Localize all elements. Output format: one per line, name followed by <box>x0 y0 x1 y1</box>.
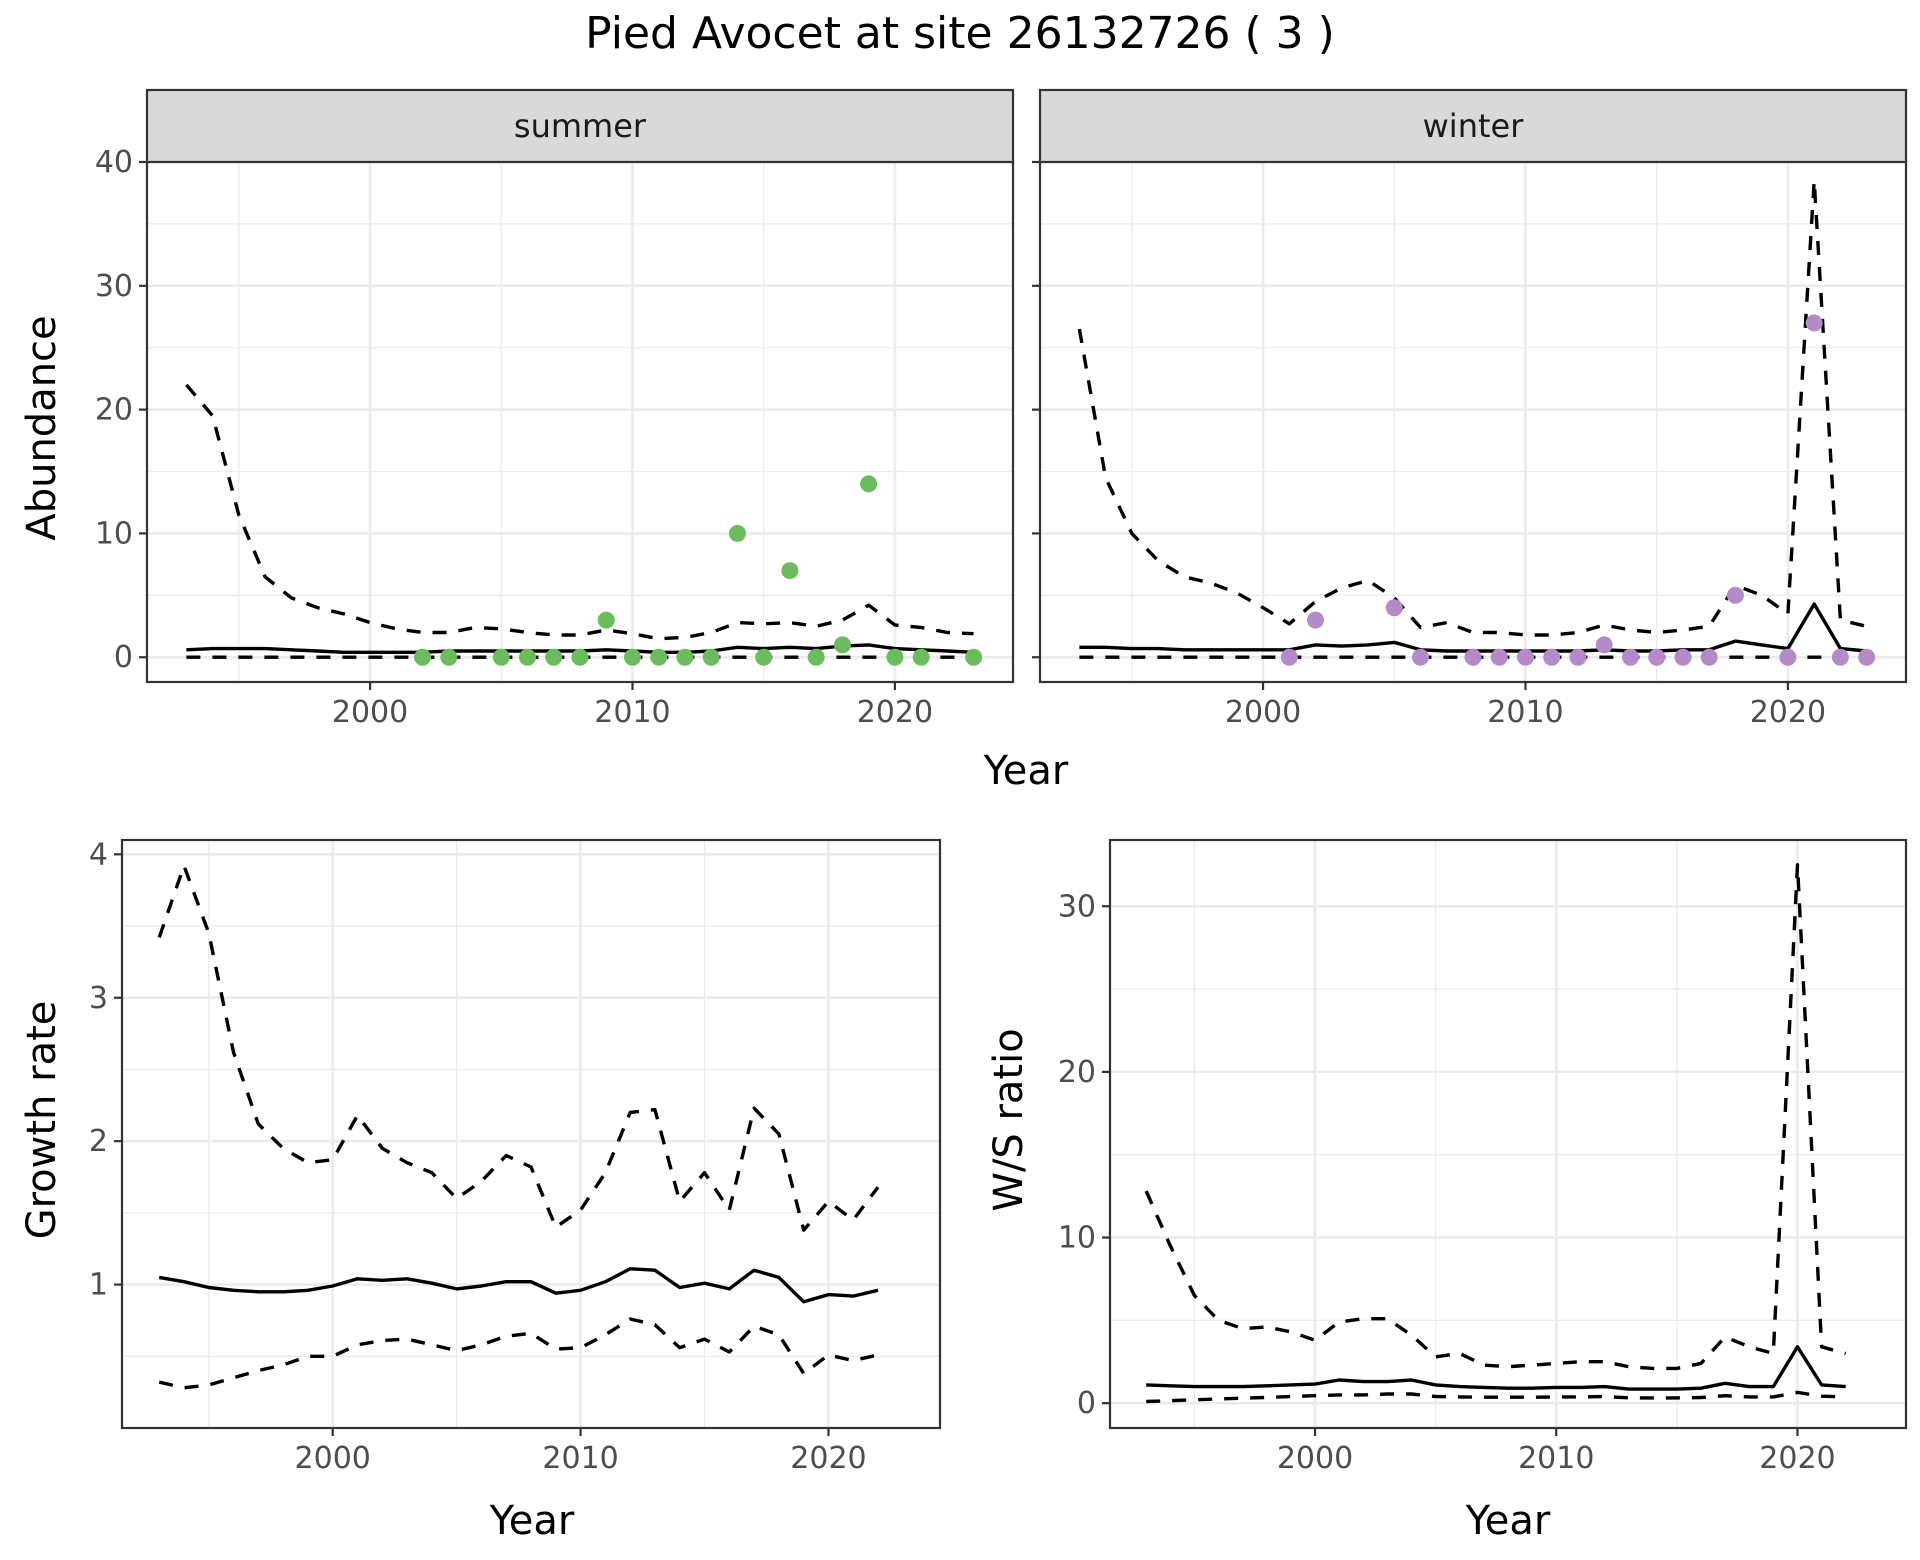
y-tick-label: 2 <box>89 1124 108 1159</box>
data-point <box>833 636 851 654</box>
x-tick-label: 2000 <box>1277 1441 1353 1476</box>
y-tick-label: 4 <box>89 837 108 872</box>
x-tick-label: 2010 <box>1518 1441 1594 1476</box>
panel-border <box>1108 838 1908 1430</box>
data-point <box>1700 648 1718 666</box>
panel-ws-ratio: 0 10 20 30 2000 2010 2020 <box>1058 838 1908 1476</box>
y-tick-label: 0 <box>114 640 133 675</box>
series-line-lower <box>1146 1390 1846 1404</box>
x-tick-label: 2020 <box>790 1441 866 1476</box>
series-line-upper <box>185 383 974 641</box>
data-point <box>1726 586 1744 604</box>
data-point <box>1280 648 1298 666</box>
data-point <box>1307 611 1325 629</box>
data-point <box>1569 648 1587 666</box>
data-point <box>1648 648 1666 666</box>
data-point <box>1464 648 1482 666</box>
data-point <box>440 648 458 666</box>
data-point <box>1490 648 1508 666</box>
data-point <box>623 648 641 666</box>
y-axis-title-abundance: Abundance <box>19 315 65 540</box>
data-point <box>1779 648 1797 666</box>
y-tick-label: 20 <box>1058 1055 1096 1090</box>
y-axis-title-growth: Growth rate <box>19 1001 65 1240</box>
series-line-mean <box>1146 1345 1846 1391</box>
x-tick-label: 2010 <box>1487 695 1563 730</box>
series-line-mean <box>158 1267 879 1304</box>
y-tick-label: 20 <box>95 393 133 428</box>
x-axis-title-ratio: Year <box>1465 1498 1551 1544</box>
data-point <box>676 648 694 666</box>
y-tick-label: 3 <box>89 981 108 1016</box>
x-tick-label: 2020 <box>1750 695 1826 730</box>
x-tick-label: 2000 <box>1225 695 1301 730</box>
data-point <box>1831 648 1849 666</box>
x-tick-label: 2010 <box>542 1441 618 1476</box>
panel-border <box>120 838 942 1430</box>
panel-border <box>1038 160 1908 684</box>
x-tick-label: 2000 <box>295 1441 371 1476</box>
x-tick-label: 2010 <box>594 695 670 730</box>
data-point <box>781 562 799 580</box>
data-point <box>597 611 615 629</box>
data-point <box>545 648 563 666</box>
plot-area <box>122 840 940 1428</box>
data-point <box>1858 648 1876 666</box>
data-point <box>702 648 720 666</box>
data-point <box>1595 636 1613 654</box>
y-tick-label: 10 <box>1058 1221 1096 1256</box>
data-point <box>1543 648 1561 666</box>
panel-growth-rate: 1 2 3 4 2000 2010 2020 <box>89 837 942 1476</box>
data-point <box>1674 648 1692 666</box>
data-point <box>912 648 930 666</box>
y-tick-label: 0 <box>1077 1386 1096 1421</box>
data-point <box>965 648 983 666</box>
data-point <box>414 648 432 666</box>
y-tick-label: 10 <box>95 516 133 551</box>
chart-title: Pied Avocet at site 26132726 ( 3 ) <box>585 8 1335 59</box>
strip-winter: winter <box>1038 88 1908 164</box>
data-point <box>755 648 773 666</box>
series-line-lower <box>158 1317 879 1390</box>
y-tick-label: 40 <box>95 145 133 180</box>
y-tick-label: 30 <box>1058 889 1096 924</box>
panel-border <box>145 160 1015 684</box>
x-tick-label: 2020 <box>857 695 933 730</box>
strip-label-summer: summer <box>514 107 647 145</box>
series-line-upper <box>1144 863 1847 1371</box>
x-axis-title-top: Year <box>983 748 1069 794</box>
panel-winter-abundance: 2000 2010 2020 <box>1032 160 1908 730</box>
plot-area <box>147 162 1013 682</box>
panel-summer-abundance: 0 10 20 30 40 2000 2010 2020 <box>95 145 1015 730</box>
plot-area <box>1110 840 1906 1428</box>
data-point <box>492 648 510 666</box>
x-tick-label: 2000 <box>332 695 408 730</box>
data-point <box>1385 599 1403 617</box>
y-axis-title-ratio: W/S ratio <box>986 1028 1032 1211</box>
data-point <box>860 475 878 493</box>
data-point <box>1621 648 1639 666</box>
data-point <box>728 524 746 542</box>
y-tick-label: 1 <box>89 1268 108 1303</box>
x-tick-label: 2020 <box>1759 1441 1835 1476</box>
data-point <box>1412 648 1430 666</box>
data-point <box>650 648 668 666</box>
x-axis-title-growth: Year <box>489 1498 575 1544</box>
data-point <box>571 648 589 666</box>
data-point <box>807 648 825 666</box>
series-line-upper <box>157 864 880 1232</box>
strip-label-winter: winter <box>1423 107 1525 145</box>
strip-summer: summer <box>145 88 1015 164</box>
data-point <box>886 648 904 666</box>
y-tick-label: 30 <box>95 269 133 304</box>
data-point <box>519 648 537 666</box>
data-point <box>1516 648 1534 666</box>
data-point <box>1805 314 1823 332</box>
